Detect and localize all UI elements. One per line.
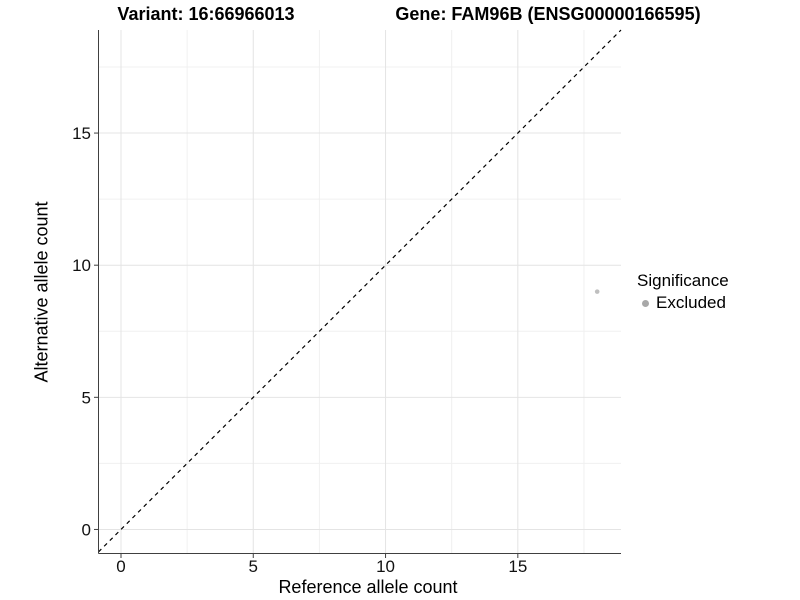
legend-key (637, 295, 654, 312)
legend-item-excluded: Excluded (637, 293, 729, 313)
y-tick-label: 10 (72, 256, 91, 275)
x-tick-label: 15 (508, 557, 527, 576)
variant-title: Variant: 16:66966013 (117, 4, 295, 24)
y-axis-title: Alternative allele count (31, 201, 52, 383)
y-tick-label: 5 (82, 388, 91, 407)
identity-reference-line (98, 29, 622, 553)
x-tick-label: 5 (249, 557, 258, 576)
gene-title: Gene: FAM96B (ENSG00000166595) (395, 4, 701, 24)
y-tick-label: 15 (72, 124, 91, 143)
x-tick-label: 0 (116, 557, 125, 576)
legend-item-label: Excluded (656, 293, 726, 312)
legend: Significance Excluded (637, 271, 729, 313)
x-tick-label: 10 (376, 557, 395, 576)
data-point (594, 289, 600, 294)
excluded-dot-icon (642, 299, 649, 307)
legend-title: Significance (637, 271, 729, 290)
y-tick-label: 0 (82, 520, 91, 539)
x-axis-title: Reference allele count (278, 577, 458, 597)
